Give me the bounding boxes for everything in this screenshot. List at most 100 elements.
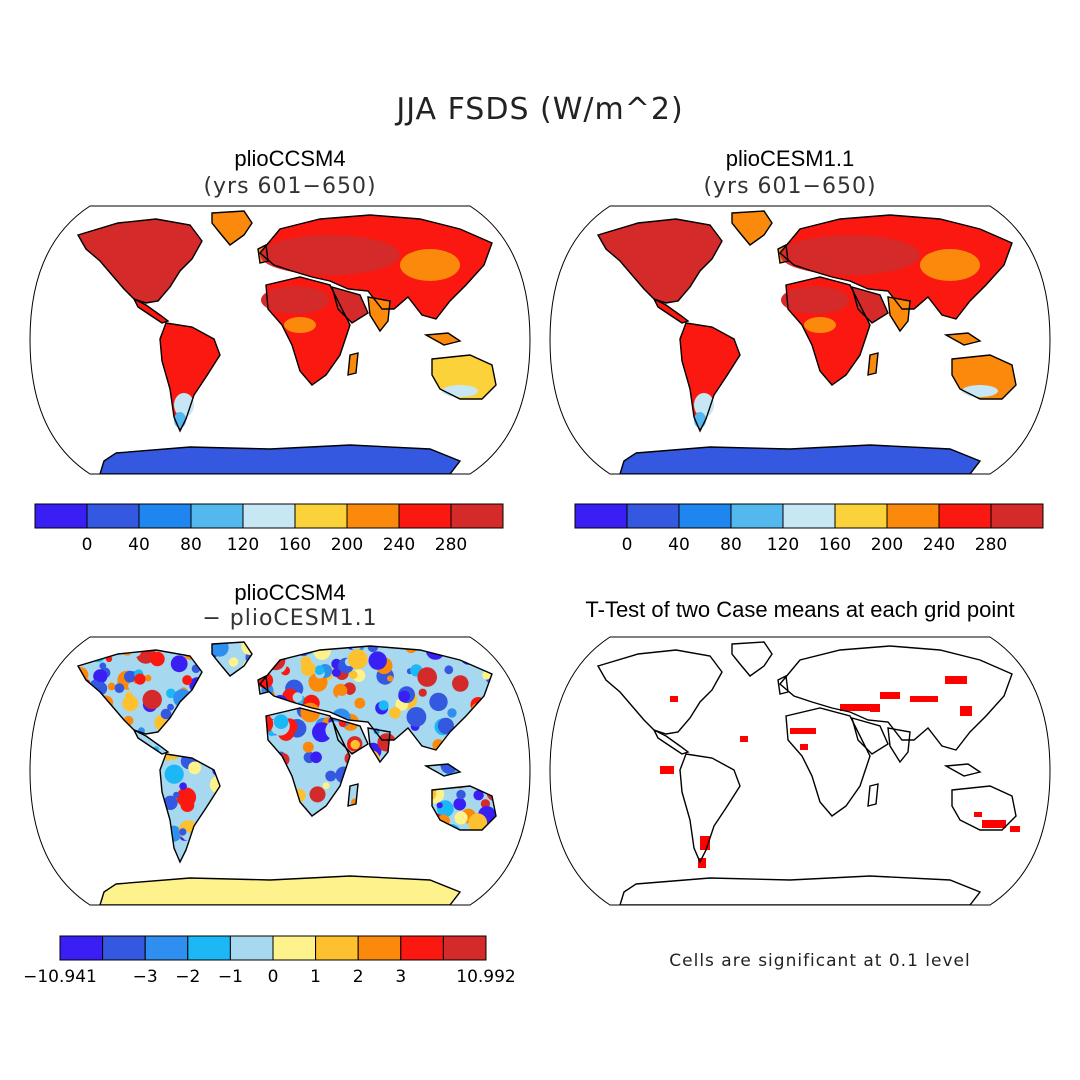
diff-cell — [173, 791, 180, 798]
field-eurasia-core — [260, 235, 400, 275]
land-madagascar — [348, 353, 358, 375]
diff-cell — [310, 751, 322, 764]
coastline-australia — [951, 785, 1017, 831]
diff-cell — [170, 655, 188, 673]
diff-cell — [114, 683, 125, 693]
diff-cell — [163, 795, 178, 810]
land-greenland — [212, 211, 252, 245]
coastline-uk — [257, 243, 269, 264]
diff-cell — [389, 707, 401, 719]
diff-cell — [398, 690, 411, 703]
diff-cell — [314, 665, 325, 675]
diff-cell — [480, 799, 490, 809]
colorbar-swatch — [886, 503, 940, 529]
colorbar-swatch — [144, 935, 189, 961]
colorbar-label: 80 — [180, 535, 202, 555]
figure-title: JJA FSDS (W/m^2) — [396, 92, 684, 127]
coastline-samerica — [159, 753, 221, 864]
coastline-camerica — [652, 728, 690, 755]
panel-1-subtitle: (yrs 601−650) — [203, 174, 377, 199]
diff-cell — [331, 668, 341, 677]
diff-cell — [128, 682, 137, 691]
land-namerica — [598, 650, 722, 734]
colorbar-label: 160 — [819, 535, 851, 555]
diff-cell — [180, 798, 195, 812]
coastline-greenland — [211, 210, 253, 246]
coastline-samerica — [679, 322, 741, 433]
colorbar-label: 280 — [435, 535, 467, 555]
diff-cell — [322, 782, 330, 790]
colorbar-label: 280 — [975, 535, 1007, 555]
panel-4-map — [549, 636, 1051, 906]
colorbar-swatch — [315, 935, 359, 961]
diff-cell — [167, 703, 174, 711]
coastline-samerica — [159, 322, 221, 433]
significant-cell — [870, 706, 880, 712]
coastline-namerica — [76, 649, 203, 735]
diff-cell — [350, 739, 360, 750]
colorbar-label: 80 — [720, 535, 742, 555]
panel-2-map — [549, 205, 1051, 475]
significant-cell — [982, 820, 1006, 828]
land-madagascar — [868, 784, 878, 806]
colorbar-swatch — [59, 935, 104, 961]
colorbar-swatch — [190, 503, 244, 529]
coastline-madagascar — [867, 783, 879, 807]
field-e-asia — [400, 249, 460, 281]
land-antarctica — [100, 876, 460, 905]
coastline-australia — [431, 785, 497, 831]
coastline-eurasia — [779, 214, 1013, 320]
diff-cell — [444, 665, 454, 675]
land-camerica — [134, 730, 168, 754]
field-sahara — [261, 286, 329, 314]
coastline-india — [887, 727, 911, 764]
colorbar-label: 10.992 — [456, 967, 515, 987]
coastline-eurasia — [259, 214, 493, 320]
coastline-uk — [257, 674, 269, 695]
coastline-namerica — [596, 218, 723, 304]
panel-2-subtitle: (yrs 601−650) — [703, 174, 877, 199]
diff-cell — [454, 811, 468, 825]
coastline-antarctica — [619, 444, 982, 474]
colorbar-swatch — [730, 503, 784, 529]
colorbar-swatch — [272, 935, 317, 961]
significant-cell — [698, 858, 706, 868]
diff-cell — [387, 675, 394, 682]
coastline-arabia — [850, 716, 889, 755]
panel-3-subtitle: − plioCESM1.1 — [202, 606, 378, 631]
diff-cell — [418, 688, 427, 697]
significant-cell — [790, 728, 816, 734]
coastline-arabia — [850, 285, 889, 324]
coastline-antarctica — [99, 875, 462, 905]
colorbar-swatch — [938, 503, 992, 529]
coastline-india — [367, 727, 391, 764]
coastline-namerica — [596, 649, 723, 735]
coastline-antarctica — [619, 875, 982, 905]
coastline-camerica — [132, 728, 170, 755]
diff-cell — [134, 673, 146, 685]
coastline-antarctica — [99, 444, 462, 474]
significant-cell — [910, 696, 938, 702]
diff-cell — [490, 643, 496, 657]
colorbar-label: 40 — [128, 535, 150, 555]
coastline-eurasia — [779, 645, 1013, 751]
diff-cell — [417, 667, 438, 687]
colorbar-label: 240 — [923, 535, 955, 555]
land-antarctica — [620, 876, 980, 905]
field-s-australia — [962, 385, 998, 397]
coastline-indonesia — [423, 763, 462, 777]
diff-cell — [456, 789, 466, 800]
land-australia — [952, 786, 1016, 830]
map-frame — [549, 636, 1051, 906]
colorbar-label: 3 — [395, 967, 406, 987]
colorbar-swatch — [398, 503, 452, 529]
map-frame — [29, 636, 531, 906]
colorbar-swatch — [834, 503, 888, 529]
panel-1-title: plioCCSM4 — [234, 146, 346, 171]
colorbar-swatch — [450, 503, 504, 529]
colorbar-swatch — [442, 935, 487, 961]
coastline-greenland — [731, 210, 773, 246]
colorbar-swatch — [990, 503, 1044, 529]
diff-cell — [99, 662, 107, 670]
significant-cell — [670, 696, 678, 702]
